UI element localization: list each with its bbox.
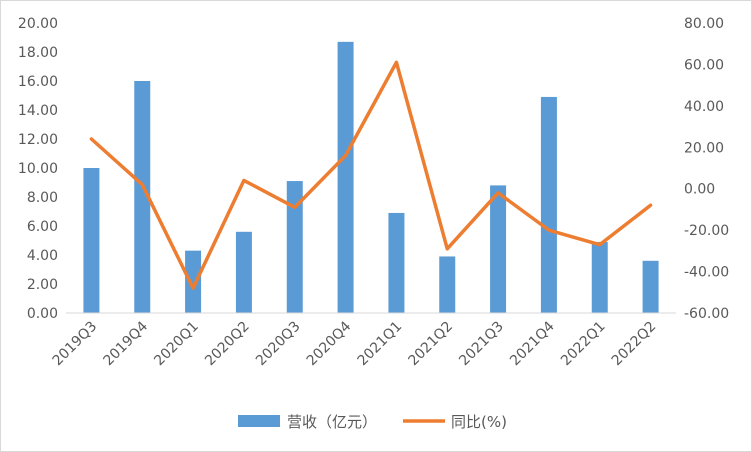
revenue-bar — [286, 181, 303, 313]
x-tick-label: 2021Q1 — [355, 319, 406, 370]
revenue-bar — [235, 231, 252, 313]
right-tick-label: -60.00 — [684, 306, 729, 322]
revenue-bar — [490, 185, 507, 313]
x-tick-label: 2022Q2 — [609, 319, 660, 370]
right-tick-label: -40.00 — [684, 265, 729, 281]
revenue-bar — [591, 241, 608, 313]
x-tick-label: 2020Q3 — [253, 319, 304, 370]
left-tick-label: 2.00 — [27, 277, 58, 293]
revenue-bar — [540, 96, 557, 313]
right-tick-label: 0.00 — [684, 182, 715, 198]
revenue-bar — [134, 81, 151, 313]
left-axis: 0.00 2.00 4.00 6.00 8.00 10.00 12.00 14.00 16.00… — [18, 16, 58, 322]
left-tick-label: 8.00 — [27, 190, 58, 206]
revenue-bar — [388, 212, 405, 313]
revenue-bar — [337, 41, 354, 313]
bar-series — [83, 41, 659, 313]
left-tick-label: 20.00 — [18, 16, 58, 32]
left-tick-label: 16.00 — [18, 74, 58, 90]
revenue-bar — [185, 250, 202, 313]
x-tick-label: 2020Q1 — [151, 319, 202, 370]
x-tick-label: 2020Q4 — [304, 318, 355, 369]
right-tick-label: 60.00 — [684, 57, 724, 73]
yoy-line — [89, 60, 653, 290]
x-tick-label: 2021Q3 — [456, 319, 507, 370]
right-tick-label: -20.00 — [684, 223, 729, 239]
x-axis: 2019Q3 2019Q4 2020Q1 2020Q2 2020Q3 2020Q4 2021… — [50, 312, 676, 370]
right-axis: -60.00 -40.00 -20.00 0.00 20.00 40.00 60.00 80.… — [684, 16, 729, 322]
legend: 营收（亿元） 同比(%) — [238, 413, 507, 431]
x-tick-label: 2021Q2 — [405, 319, 456, 370]
legend-bar-label: 营收（亿元） — [287, 413, 377, 431]
revenue-bar — [439, 256, 456, 313]
x-tick-label: 2019Q3 — [50, 319, 101, 370]
left-tick-label: 0.00 — [27, 306, 58, 322]
line-series — [89, 60, 653, 290]
left-tick-label: 10.00 — [18, 161, 58, 177]
legend-line-label: 同比(%) — [451, 413, 507, 431]
revenue-bar — [83, 168, 100, 313]
x-tick-label: 2020Q2 — [202, 319, 253, 370]
left-tick-label: 14.00 — [18, 103, 58, 119]
left-tick-label: 6.00 — [27, 219, 58, 235]
x-tick-label: 2019Q4 — [100, 318, 151, 369]
legend-bar-swatch — [238, 415, 280, 427]
right-tick-label: 20.00 — [684, 140, 724, 156]
left-tick-label: 18.00 — [18, 45, 58, 61]
right-tick-label: 80.00 — [684, 16, 724, 32]
revenue-bar — [642, 260, 659, 313]
right-tick-label: 40.00 — [684, 99, 724, 115]
left-tick-label: 12.00 — [18, 132, 58, 148]
left-tick-label: 4.00 — [27, 248, 58, 264]
x-tick-label: 2022Q1 — [558, 319, 609, 370]
x-tick-label: 2021Q4 — [507, 318, 558, 369]
